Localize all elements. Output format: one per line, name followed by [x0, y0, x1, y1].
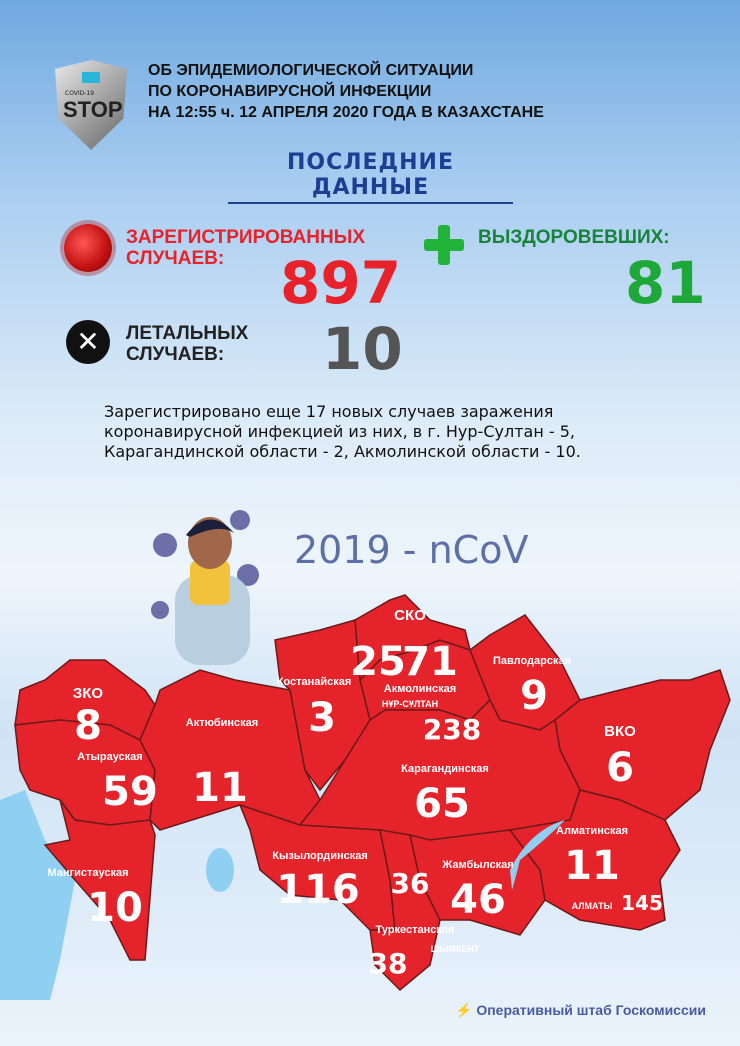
virus-icon	[64, 224, 112, 272]
region-name: Туркестанская	[375, 924, 455, 936]
title-line: ОБ ЭПИДЕМИОЛОГИЧЕСКОЙ СИТУАЦИИ	[148, 62, 474, 79]
region-name: ВКО	[604, 723, 636, 740]
title-line: ПО КОРОНАВИРУСНОЙ ИНФЕКЦИИ	[148, 83, 432, 100]
label-line: СЛУЧАЕВ:	[126, 248, 225, 269]
label-line: ЛЕТАЛЬНЫХ	[126, 323, 249, 344]
latest-data-heading: ПОСЛЕДНИЕ ДАННЫЕ	[228, 150, 513, 204]
region-12	[409, 829, 546, 936]
region-name: Актюбинская	[185, 717, 259, 729]
region-name: Акмолинская	[383, 683, 457, 695]
region-count: 71	[402, 639, 458, 685]
info-line: Карагандинской области - 2, Акмолинской …	[104, 442, 581, 461]
region-name: Павлодарская	[492, 655, 572, 667]
label-line: ЗАРЕГИСТРИРОВАННЫХ	[126, 227, 365, 248]
logo-small-text: COVID-19	[65, 90, 95, 97]
city-count: 36	[390, 867, 430, 900]
region-name: Алматинская	[556, 825, 628, 837]
info-line: коронавирусной инфекцией из них, в г. Ну…	[104, 422, 575, 441]
region-count: 116	[276, 867, 360, 913]
region-count: 6	[606, 745, 634, 791]
footer-credit: ⚡ Оперативный штаб Госкомиссии	[455, 1002, 706, 1019]
region-name: Мангистауская	[47, 867, 129, 879]
region-name: Кызылординская	[272, 850, 368, 862]
logo-text: STOP	[63, 97, 123, 122]
virus-name: 2019 - nCoV	[294, 528, 529, 572]
footer-text: Оперативный штаб Госкомиссии	[476, 1002, 706, 1018]
region-count: 59	[102, 769, 158, 815]
page-title: ОБ ЭПИДЕМИОЛОГИЧЕСКОЙ СИТУАЦИИ ПО КОРОНА…	[148, 60, 544, 123]
city-name: АЛМАТЫ	[571, 901, 613, 911]
registered-value: 897	[280, 249, 402, 317]
city-name: ШЫМКЕНТ	[430, 944, 480, 954]
region-3	[139, 669, 321, 831]
region-count: 25	[350, 639, 406, 685]
recovered-value: 81	[625, 249, 706, 317]
info-text: Зарегистрировано еще 17 новых случаев за…	[104, 402, 581, 462]
city-count: 38	[368, 947, 408, 980]
region-count: 9	[520, 673, 548, 719]
city-count: 145	[621, 891, 663, 915]
region-count: 11	[192, 765, 248, 811]
lake-balkhash	[510, 820, 565, 890]
region-name: ЗКО	[72, 685, 104, 702]
city-count: 238	[422, 713, 482, 746]
region-9	[298, 698, 581, 841]
region-2	[43, 799, 156, 961]
kazakhstan-flag-icon	[82, 72, 100, 83]
deaths-value: 10	[322, 315, 403, 383]
info-line: Зарегистрировано еще 17 новых случаев за…	[104, 402, 554, 421]
lightning-icon: ⚡	[455, 1002, 473, 1018]
region-name: Костанайская	[276, 676, 352, 688]
aral-sea	[206, 848, 234, 892]
title-line: НА 12:55 ч. 12 АПРЕЛЯ 2020 ГОДА В КАЗАХС…	[148, 104, 544, 121]
region-name: Карагандинская	[401, 763, 489, 775]
region-count: 46	[450, 877, 506, 923]
region-count: 3	[308, 695, 336, 741]
region-name: СКО	[394, 607, 426, 624]
region-count: 11	[564, 843, 620, 889]
region-name: Жамбылская	[442, 859, 514, 871]
covid-stop-logo: COVID-19 STOP	[55, 60, 127, 150]
region-count: 65	[414, 781, 470, 827]
plus-icon	[424, 225, 464, 265]
label-line: СЛУЧАЕВ:	[126, 344, 225, 365]
region-count: 8	[74, 703, 102, 749]
sick-person-illustration	[151, 510, 259, 665]
region-name: Атырауская	[77, 751, 143, 763]
caspian-sea	[0, 790, 75, 1000]
kazakhstan-map	[0, 594, 731, 1000]
region-count: 10	[87, 885, 143, 931]
city-name: НҰР-СҰЛТАН	[381, 699, 439, 709]
deaths-label: ЛЕТАЛЬНЫХ СЛУЧАЕВ:	[126, 323, 248, 365]
cross-icon: ✕	[66, 320, 110, 364]
recovered-label: ВЫЗДОРОВЕВШИХ:	[478, 227, 670, 248]
registered-label: ЗАРЕГИСТРИРОВАННЫХ СЛУЧАЕВ:	[126, 227, 365, 269]
